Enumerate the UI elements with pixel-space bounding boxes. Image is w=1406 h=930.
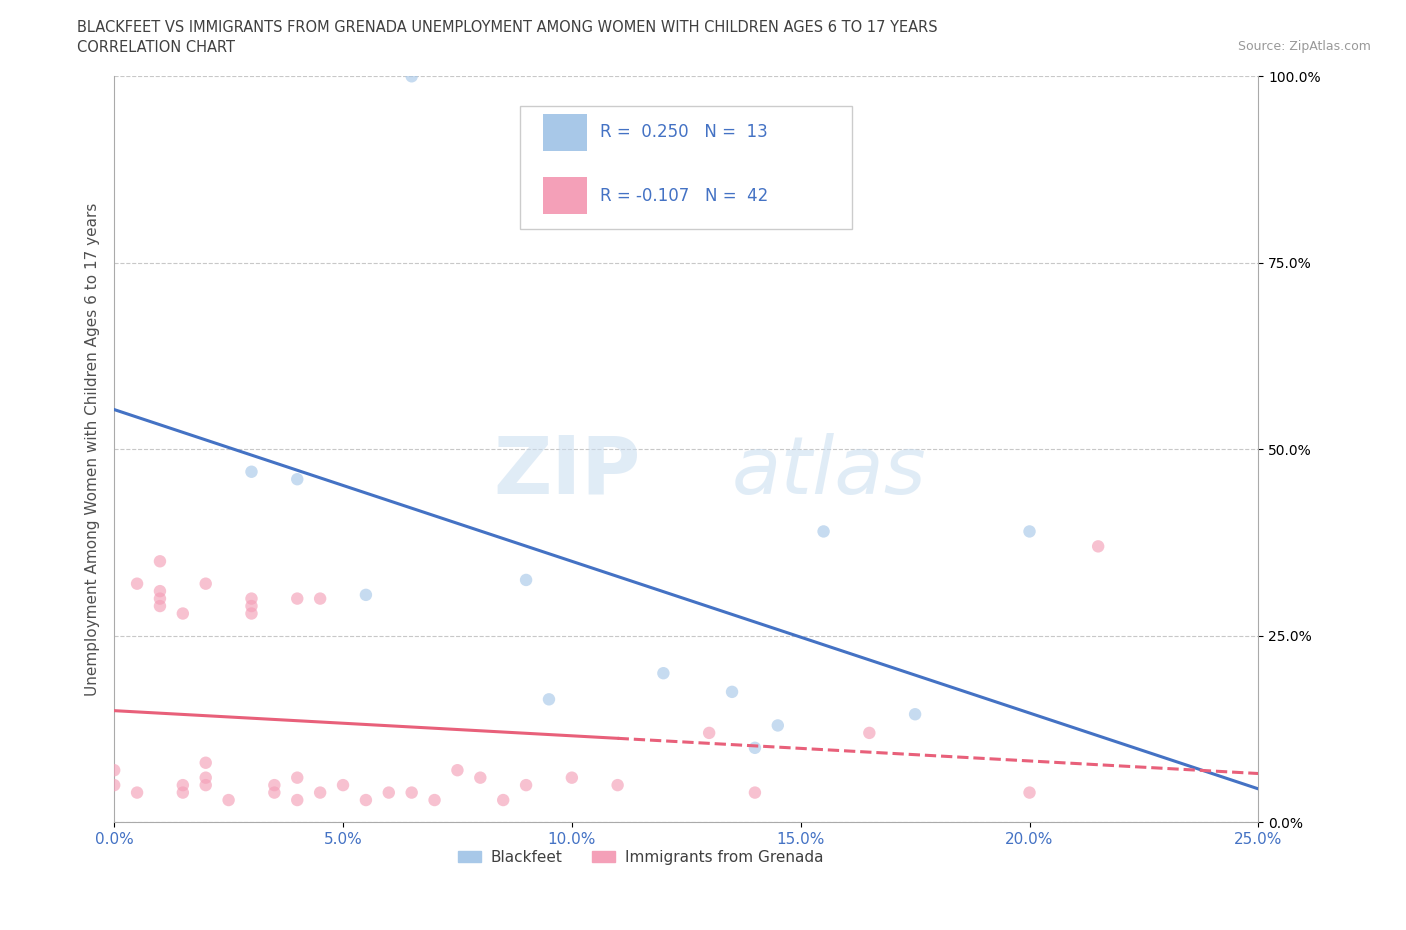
Point	[285, 770, 308, 785]
Point	[285, 792, 308, 807]
Text: Source: ZipAtlas.com: Source: ZipAtlas.com	[1237, 40, 1371, 53]
Point	[1018, 524, 1040, 538]
Point	[240, 599, 263, 614]
Point	[537, 692, 560, 707]
Point	[263, 785, 285, 800]
Point	[446, 763, 468, 777]
Point	[470, 770, 492, 785]
Point	[652, 666, 675, 681]
Point	[218, 792, 240, 807]
Point	[172, 606, 194, 621]
Point	[149, 554, 172, 569]
Point	[103, 777, 125, 792]
FancyBboxPatch shape	[520, 106, 852, 230]
Text: CORRELATION CHART: CORRELATION CHART	[77, 40, 235, 55]
Point	[1087, 538, 1109, 553]
Point	[401, 785, 423, 800]
Point	[378, 785, 401, 800]
Point	[149, 599, 172, 614]
Point	[149, 591, 172, 606]
Point	[285, 591, 308, 606]
Point	[858, 725, 880, 740]
Point	[172, 777, 194, 792]
Point	[263, 777, 285, 792]
Point	[1018, 785, 1040, 800]
Point	[172, 785, 194, 800]
Point	[492, 792, 515, 807]
Point	[194, 770, 217, 785]
Point	[332, 777, 354, 792]
Point	[125, 785, 148, 800]
Point	[721, 684, 744, 699]
Text: atlas: atlas	[733, 432, 927, 511]
Legend: Blackfeet, Immigrants from Grenada: Blackfeet, Immigrants from Grenada	[451, 844, 830, 870]
Point	[194, 777, 217, 792]
Point	[240, 591, 263, 606]
Text: BLACKFEET VS IMMIGRANTS FROM GRENADA UNEMPLOYMENT AMONG WOMEN WITH CHILDREN AGES: BLACKFEET VS IMMIGRANTS FROM GRENADA UNE…	[77, 20, 938, 35]
Point	[240, 606, 263, 621]
Point	[515, 573, 537, 588]
Point	[103, 763, 125, 777]
Point	[309, 785, 332, 800]
Point	[240, 464, 263, 479]
Text: R =  0.250   N =  13: R = 0.250 N = 13	[600, 124, 768, 141]
Point	[125, 577, 148, 591]
Y-axis label: Unemployment Among Women with Children Ages 6 to 17 years: Unemployment Among Women with Children A…	[86, 203, 100, 696]
Point	[194, 755, 217, 770]
Point	[401, 69, 423, 84]
FancyBboxPatch shape	[543, 113, 586, 151]
FancyBboxPatch shape	[543, 177, 586, 214]
Point	[606, 777, 628, 792]
Text: R = -0.107   N =  42: R = -0.107 N = 42	[600, 187, 769, 205]
Point	[697, 725, 720, 740]
Point	[354, 792, 377, 807]
Point	[766, 718, 789, 733]
Text: ZIP: ZIP	[494, 432, 641, 511]
Point	[744, 785, 766, 800]
Point	[744, 740, 766, 755]
Point	[813, 524, 835, 538]
Point	[149, 584, 172, 599]
Point	[515, 777, 537, 792]
Point	[285, 472, 308, 486]
Point	[309, 591, 332, 606]
Point	[904, 707, 927, 722]
Point	[354, 588, 377, 603]
Point	[194, 577, 217, 591]
Point	[423, 792, 446, 807]
Point	[561, 770, 583, 785]
